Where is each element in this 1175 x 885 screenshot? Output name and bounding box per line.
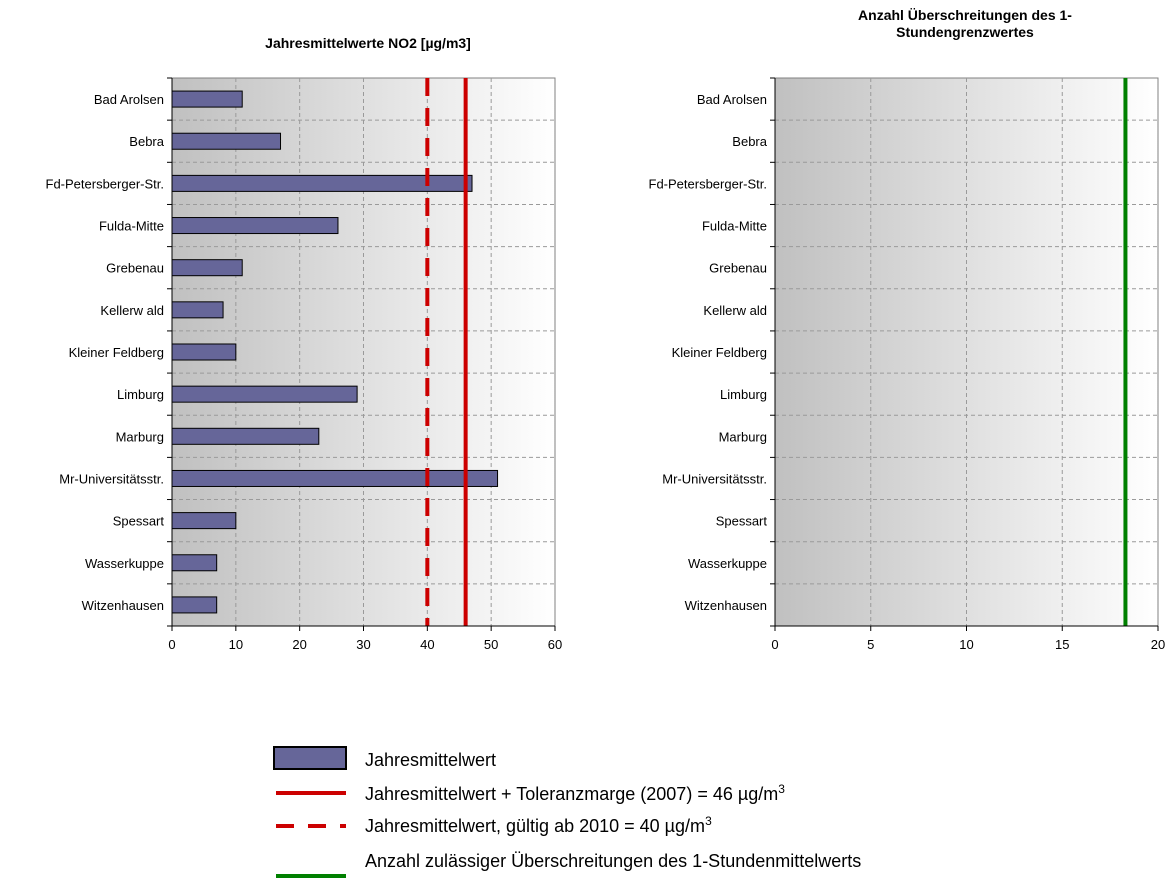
legend-label-solid-green: Anzahl zulässiger Überschreitungen des 1… xyxy=(365,851,861,871)
left-category-label: Kleiner Feldberg xyxy=(69,345,164,360)
left-category-label: Witzenhausen xyxy=(82,598,164,613)
legend-bar-swatch xyxy=(273,746,347,770)
right-category-label: Fulda-Mitte xyxy=(702,219,767,234)
left-bar xyxy=(171,259,243,277)
left-x-tick-label: 0 xyxy=(168,637,175,652)
left-category-label: Kellerw ald xyxy=(100,303,164,318)
right-chart: Anzahl Überschreitungen des 1- Stundengr… xyxy=(649,7,1166,652)
right-category-label: Grebenau xyxy=(709,261,767,276)
left-category-label: Spessart xyxy=(113,514,165,529)
right-category-label: Wasserkuppe xyxy=(688,556,767,571)
left-bar xyxy=(171,132,282,150)
right-chart-title-line2: Stundengrenzwertes xyxy=(896,24,1034,40)
left-x-tick-label: 20 xyxy=(292,637,306,652)
legend-label-bar: Jahresmittelwert xyxy=(365,750,496,770)
left-bar xyxy=(171,217,339,235)
left-bar xyxy=(171,469,499,487)
left-category-label: Limburg xyxy=(117,387,164,402)
left-x-tick-label: 40 xyxy=(420,637,434,652)
right-chart-title-line1: Anzahl Überschreitungen des 1- xyxy=(858,7,1072,23)
right-category-label: Kellerw ald xyxy=(703,303,767,318)
left-category-label: Fulda-Mitte xyxy=(99,219,164,234)
legend: Jahresmittelwert Jahresmittelwert + Tole… xyxy=(273,746,861,878)
left-bar xyxy=(171,596,218,614)
right-x-tick-label: 5 xyxy=(867,637,874,652)
right-x-tick-label: 0 xyxy=(771,637,778,652)
right-category-label: Mr-Universitätsstr. xyxy=(662,471,767,486)
left-x-tick-label: 30 xyxy=(356,637,370,652)
right-category-label: Fd-Petersberger-Str. xyxy=(649,176,768,191)
left-x-tick-label: 60 xyxy=(548,637,562,652)
left-bar xyxy=(171,385,358,403)
left-category-labels: Bad Arolsen Bebra Fd-Petersberger-Str. Fuld… xyxy=(46,77,172,627)
right-category-label: Bad Arolsen xyxy=(697,92,767,107)
left-x-tick-labels: 0 10 20 30 40 50 60 xyxy=(168,626,562,652)
right-x-tick-label: 10 xyxy=(959,637,973,652)
right-category-labels: Bad Arolsen Bebra Fd-Petersberger-Str. Fuld… xyxy=(649,77,775,627)
left-gridlines xyxy=(172,78,555,626)
left-category-label: Wasserkuppe xyxy=(85,556,164,571)
left-category-label: Bad Arolsen xyxy=(94,92,164,107)
legend-label-solid-red: Jahresmittelwert + Toleranzmarge (2007) … xyxy=(365,782,785,804)
left-bar xyxy=(171,90,243,108)
right-category-label: Marburg xyxy=(719,429,767,444)
left-category-label: Mr-Universitätsstr. xyxy=(59,471,164,486)
left-bars xyxy=(171,90,499,614)
left-category-label: Bebra xyxy=(129,134,164,149)
right-category-label: Bebra xyxy=(732,134,767,149)
left-x-tick-label: 10 xyxy=(229,637,243,652)
right-x-tick-label: 15 xyxy=(1055,637,1069,652)
right-gridlines xyxy=(775,78,1158,626)
left-bar xyxy=(171,554,218,572)
left-category-label: Fd-Petersberger-Str. xyxy=(46,176,165,191)
left-bar xyxy=(171,301,224,319)
right-category-label: Witzenhausen xyxy=(685,598,767,613)
right-category-label: Kleiner Feldberg xyxy=(672,345,767,360)
right-x-tick-label: 20 xyxy=(1151,637,1165,652)
right-category-label: Spessart xyxy=(716,514,768,529)
legend-label-dashed-red: Jahresmittelwert, gültig ab 2010 = 40 µg… xyxy=(365,814,712,836)
left-bar xyxy=(171,512,237,530)
left-x-tick-label: 50 xyxy=(484,637,498,652)
left-category-label: Marburg xyxy=(116,429,164,444)
left-bar xyxy=(171,343,237,361)
left-reference-lines xyxy=(425,78,468,626)
left-chart-title: Jahresmittelwerte NO2 [µg/m3] xyxy=(265,35,471,51)
left-chart: Jahresmittelwerte NO2 [µg/m3] Bad Arolse… xyxy=(46,35,563,652)
left-bar xyxy=(171,427,320,445)
left-category-label: Grebenau xyxy=(106,261,164,276)
right-x-tick-labels: 0 5 10 15 20 xyxy=(771,626,1165,652)
right-category-label: Limburg xyxy=(720,387,767,402)
